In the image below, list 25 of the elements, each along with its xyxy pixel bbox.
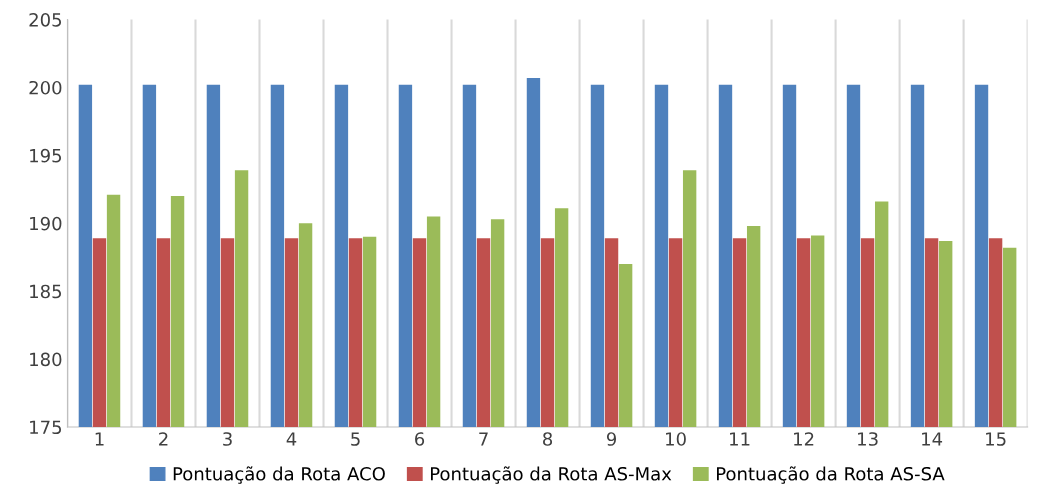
y-tick-label: 190 [30,216,62,231]
x-tick-label: 7 [479,432,488,446]
x-tick-label: 14 [922,432,943,446]
y-tick-label: 180 [30,352,62,367]
y-tick-label: 200 [29,80,62,95]
legend-label: Pontuação da Rota ACO [173,466,385,484]
legend-label: Pontuação da Rota AS-SA [717,466,945,484]
y-tick-label: 185 [30,284,62,299]
x-tick-label: 3 [223,432,232,446]
x-tick-label: 6 [415,432,425,446]
x-tick-label: 13 [858,432,878,446]
x-tick-label: 5 [351,432,360,446]
x-tick-label: 9 [606,432,617,446]
x-tick-label: 11 [730,432,750,446]
x-tick-label: 15 [986,432,1006,446]
y-tick-label: 175 [30,420,62,435]
x-tick-label: 10 [666,432,686,446]
x-tick-label: 4 [286,432,297,446]
y-tick-label: 195 [30,148,62,163]
x-tick-label: 12 [794,432,814,446]
x-tick-label: 8 [543,432,553,446]
y-tick-label: 205 [29,12,62,27]
legend-label: Pontuação da Rota AS-Max [431,466,672,484]
x-tick-label: 1 [95,432,104,446]
x-tick-label: 2 [159,432,168,446]
